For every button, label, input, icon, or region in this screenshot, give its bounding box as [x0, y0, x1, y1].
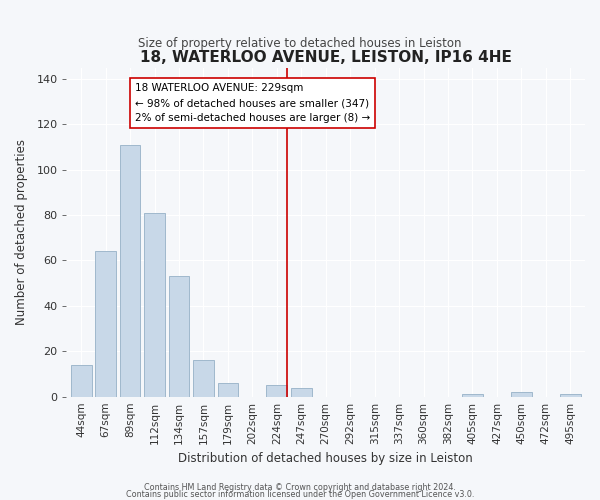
Text: 18 WATERLOO AVENUE: 229sqm
← 98% of detached houses are smaller (347)
2% of semi: 18 WATERLOO AVENUE: 229sqm ← 98% of deta…: [135, 84, 370, 123]
Text: Size of property relative to detached houses in Leiston: Size of property relative to detached ho…: [138, 38, 462, 51]
Title: 18, WATERLOO AVENUE, LEISTON, IP16 4HE: 18, WATERLOO AVENUE, LEISTON, IP16 4HE: [140, 50, 512, 65]
Bar: [560, 394, 581, 396]
Bar: [511, 392, 532, 396]
Bar: [95, 252, 116, 396]
Text: Contains public sector information licensed under the Open Government Licence v3: Contains public sector information licen…: [126, 490, 474, 499]
Bar: [144, 213, 165, 396]
Bar: [266, 386, 287, 396]
Bar: [193, 360, 214, 396]
Bar: [169, 276, 190, 396]
Bar: [291, 388, 311, 396]
Y-axis label: Number of detached properties: Number of detached properties: [15, 139, 28, 325]
Text: Contains HM Land Registry data © Crown copyright and database right 2024.: Contains HM Land Registry data © Crown c…: [144, 484, 456, 492]
Bar: [71, 365, 92, 396]
Bar: [462, 394, 483, 396]
Bar: [119, 144, 140, 396]
X-axis label: Distribution of detached houses by size in Leiston: Distribution of detached houses by size …: [178, 452, 473, 465]
Bar: [218, 383, 238, 396]
